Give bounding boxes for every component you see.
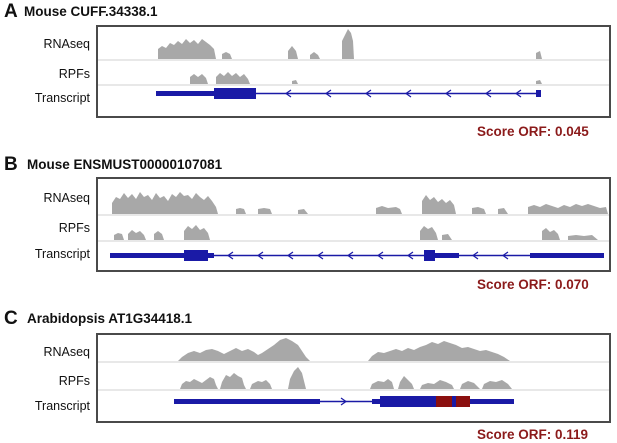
intron-arrows — [471, 251, 509, 260]
transcript-utr — [470, 399, 514, 404]
rnaseq-coverage — [536, 51, 542, 59]
track-label-transcript: Transcript — [34, 399, 90, 413]
score-label: Score ORF: 0.070 — [477, 277, 589, 292]
transcript-cds — [380, 396, 436, 407]
track-box — [96, 333, 611, 423]
transcript-utr — [110, 253, 184, 258]
rpf-coverage — [114, 233, 124, 240]
rnaseq-coverage — [158, 39, 216, 59]
transcript-utr — [174, 399, 320, 404]
rnaseq-coverage — [422, 195, 456, 214]
rpf-coverage — [154, 231, 164, 240]
rnaseq-coverage — [112, 192, 218, 214]
rpf-coverage — [128, 230, 146, 240]
rnaseq-coverage — [258, 208, 272, 214]
track-label-rpfs: RPFs — [58, 221, 90, 235]
track-label-rpfs: RPFs — [58, 67, 90, 81]
rpf-coverage — [180, 377, 218, 389]
transcript-utr — [536, 90, 541, 97]
transcript-cds — [214, 88, 256, 99]
panel-title: Arabidopsis AT1G34418.1 — [27, 311, 193, 326]
rpf-coverage — [460, 381, 480, 389]
track-canvas — [98, 192, 609, 261]
score-label: Score ORF: 0.119 — [477, 427, 589, 442]
rpf-coverage — [482, 380, 512, 389]
orf-block — [456, 396, 470, 407]
rnaseq-coverage — [376, 206, 402, 214]
rnaseq-coverage — [528, 204, 608, 214]
rpf-coverage — [184, 225, 210, 240]
track-label-rpfs: RPFs — [58, 374, 90, 388]
rnaseq-coverage — [222, 52, 232, 59]
rpf-coverage — [398, 376, 414, 389]
rnaseq-coverage — [472, 207, 486, 214]
score-label: Score ORF: 0.045 — [477, 124, 589, 139]
panel-letter: A — [4, 1, 18, 22]
panel-letter: B — [4, 154, 18, 175]
rpf-coverage — [420, 226, 438, 240]
transcript-utr — [372, 399, 380, 404]
rpf-coverage — [288, 367, 306, 389]
panel-title: Mouse ENSMUST00000107081 — [27, 157, 223, 172]
rpf-coverage — [292, 80, 298, 84]
transcript-utr — [156, 91, 214, 96]
track-label-rnaseq: RNAseq — [43, 345, 90, 359]
track-label-transcript: Transcript — [34, 91, 90, 105]
rnaseq-coverage — [288, 46, 298, 59]
track-canvas — [98, 338, 609, 407]
rpf-coverage — [536, 80, 542, 84]
rnaseq-coverage — [178, 338, 310, 361]
rpf-coverage — [370, 379, 394, 389]
transcript-cds — [452, 396, 456, 407]
rpf-coverage — [250, 380, 272, 389]
transcript-utr — [208, 253, 214, 258]
rpf-coverage — [568, 235, 598, 240]
rnaseq-coverage — [342, 29, 354, 59]
panel-title: Mouse CUFF.34338.1 — [24, 4, 158, 19]
rpf-coverage — [542, 228, 560, 240]
rpf-coverage — [216, 72, 250, 84]
rpf-coverage — [190, 74, 208, 84]
track-label-rnaseq: RNAseq — [43, 37, 90, 51]
rpf-coverage — [420, 380, 454, 389]
panel-letter: C — [4, 308, 18, 329]
rnaseq-coverage — [236, 208, 246, 214]
rnaseq-coverage — [298, 209, 308, 214]
intron-arrows — [284, 89, 522, 98]
track-label-transcript: Transcript — [34, 247, 90, 261]
rnaseq-coverage — [310, 52, 320, 59]
rpf-coverage — [442, 234, 452, 240]
rpf-coverage — [220, 373, 246, 389]
track-canvas — [98, 29, 609, 99]
intron-arrows — [226, 251, 414, 260]
transcript-cds — [184, 250, 208, 261]
transcript-cds — [424, 250, 435, 261]
transcript-utr — [530, 253, 604, 258]
transcript-utr — [435, 253, 459, 258]
rnaseq-coverage — [368, 341, 510, 361]
track-box — [96, 25, 611, 118]
track-box — [96, 177, 611, 272]
orf-block — [436, 396, 452, 407]
rnaseq-coverage — [498, 208, 508, 214]
intron-arrows — [340, 397, 348, 406]
track-label-rnaseq: RNAseq — [43, 191, 90, 205]
